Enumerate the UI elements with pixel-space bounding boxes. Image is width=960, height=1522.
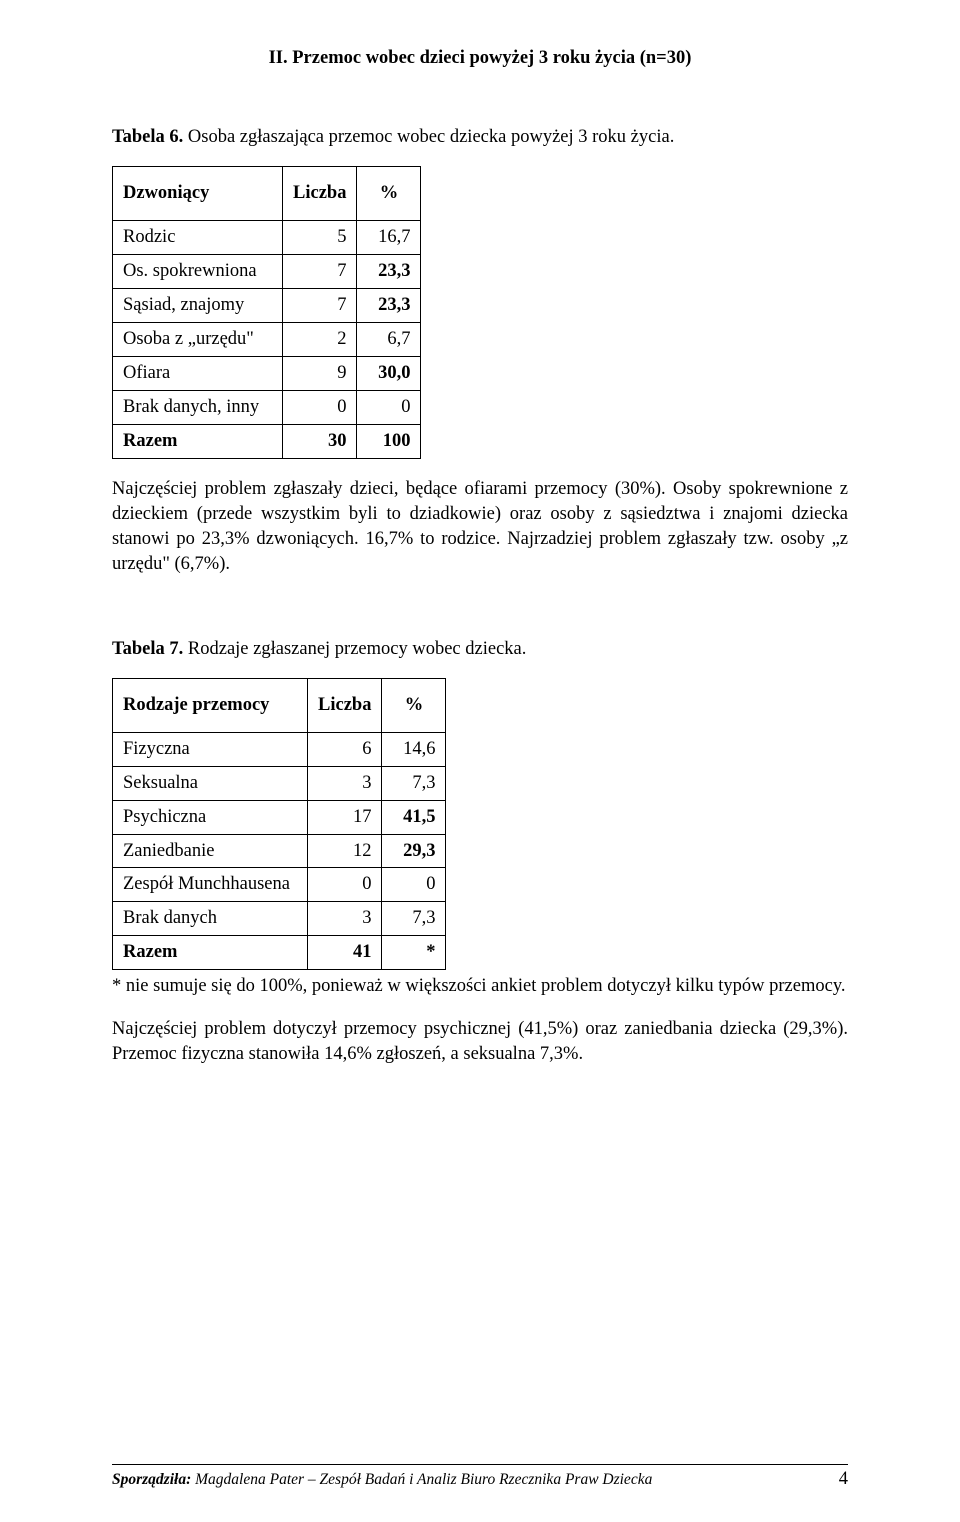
table7-cell-name: Zaniedbanie (113, 834, 308, 868)
table6-cell-count: 7 (283, 254, 357, 288)
table6-caption: Tabela 6. Osoba zgłaszająca przemoc wobe… (112, 127, 848, 148)
table7-header-row: Rodzaje przemocy Liczba % (113, 678, 446, 732)
section-title: II. Przemoc wobec dzieci powyżej 3 roku … (112, 48, 848, 69)
table-row: Seksualna37,3 (113, 766, 446, 800)
table7-cell-count: 3 (308, 766, 382, 800)
table-row: Sąsiad, znajomy723,3 (113, 288, 421, 322)
table-row: Osoba z „urzędu"26,7 (113, 322, 421, 356)
table6-cell-name: Rodzic (113, 220, 283, 254)
table6-cell-pct: 6,7 (357, 322, 421, 356)
table7-total-pct: * (382, 936, 446, 970)
table7-total-count: 41 (308, 936, 382, 970)
table6-h-name: Dzwoniący (113, 167, 283, 221)
footer-credit-text: Magdalena Pater – Zespół Badań i Analiz … (191, 1471, 652, 1488)
table7-caption-label: Tabela 7. (112, 639, 183, 659)
table7-cell-count: 3 (308, 902, 382, 936)
table-row: Zaniedbanie1229,3 (113, 834, 446, 868)
table7-h-count: Liczba (308, 678, 382, 732)
table-row: Brak danych37,3 (113, 902, 446, 936)
table7-h-name: Rodzaje przemocy (113, 678, 308, 732)
table7: Rodzaje przemocy Liczba % Fizyczna614,6S… (112, 678, 446, 971)
table6-cell-count: 2 (283, 322, 357, 356)
paragraph-1: Najczęściej problem zgłaszały dzieci, bę… (112, 477, 848, 577)
table7-cell-count: 6 (308, 732, 382, 766)
table6-caption-label: Tabela 6. (112, 127, 183, 147)
footer-credit-label: Sporządziła: (112, 1471, 191, 1488)
table6-cell-count: 0 (283, 390, 357, 424)
table6-cell-pct: 0 (357, 390, 421, 424)
table7-cell-pct: 29,3 (382, 834, 446, 868)
table6-cell-pct: 23,3 (357, 254, 421, 288)
table6-cell-count: 9 (283, 356, 357, 390)
table6-total-pct: 100 (357, 424, 421, 458)
table7-cell-name: Psychiczna (113, 800, 308, 834)
table7-caption-text: Rodzaje zgłaszanej przemocy wobec dzieck… (183, 639, 526, 659)
table6-cell-count: 7 (283, 288, 357, 322)
table6: Dzwoniący Liczba % Rodzic516,7Os. spokre… (112, 166, 421, 459)
footer: Sporządziła: Magdalena Pater – Zespół Ba… (112, 1464, 848, 1490)
table7-cell-pct: 14,6 (382, 732, 446, 766)
table6-cell-name: Ofiara (113, 356, 283, 390)
table7-total-name: Razem (113, 936, 308, 970)
table-row: Brak danych, inny00 (113, 390, 421, 424)
table7-cell-name: Brak danych (113, 902, 308, 936)
table-row: Zespół Munchhausena00 (113, 868, 446, 902)
table6-cell-pct: 30,0 (357, 356, 421, 390)
page-number: 4 (839, 1469, 848, 1490)
table6-cell-name: Os. spokrewniona (113, 254, 283, 288)
table6-cell-name: Brak danych, inny (113, 390, 283, 424)
table7-cell-count: 17 (308, 800, 382, 834)
table7-footnote: * nie sumuje się do 100%, ponieważ w wię… (112, 974, 848, 999)
table6-caption-text: Osoba zgłaszająca przemoc wobec dziecka … (183, 127, 674, 147)
table7-caption: Tabela 7. Rodzaje zgłaszanej przemocy wo… (112, 639, 848, 660)
table7-cell-pct: 41,5 (382, 800, 446, 834)
table-row: Fizyczna614,6 (113, 732, 446, 766)
table6-cell-pct: 16,7 (357, 220, 421, 254)
page: II. Przemoc wobec dzieci powyżej 3 roku … (0, 0, 960, 1522)
table7-cell-pct: 7,3 (382, 766, 446, 800)
table7-cell-count: 0 (308, 868, 382, 902)
table-total-row: Razem41* (113, 936, 446, 970)
table-row: Os. spokrewniona723,3 (113, 254, 421, 288)
table7-cell-name: Fizyczna (113, 732, 308, 766)
table-row: Psychiczna1741,5 (113, 800, 446, 834)
table6-header-row: Dzwoniący Liczba % (113, 167, 421, 221)
table6-cell-name: Sąsiad, znajomy (113, 288, 283, 322)
table6-h-count: Liczba (283, 167, 357, 221)
table7-cell-pct: 7,3 (382, 902, 446, 936)
table-row: Ofiara930,0 (113, 356, 421, 390)
table6-total-name: Razem (113, 424, 283, 458)
table7-cell-count: 12 (308, 834, 382, 868)
paragraph-2: Najczęściej problem dotyczył przemocy ps… (112, 1017, 848, 1067)
table7-cell-name: Seksualna (113, 766, 308, 800)
table6-h-pct: % (357, 167, 421, 221)
table7-cell-name: Zespół Munchhausena (113, 868, 308, 902)
table-row: Rodzic516,7 (113, 220, 421, 254)
table6-cell-pct: 23,3 (357, 288, 421, 322)
footer-credit: Sporządziła: Magdalena Pater – Zespół Ba… (112, 1471, 652, 1489)
table6-cell-count: 5 (283, 220, 357, 254)
table7-h-pct: % (382, 678, 446, 732)
table-total-row: Razem30100 (113, 424, 421, 458)
table7-cell-pct: 0 (382, 868, 446, 902)
table6-cell-name: Osoba z „urzędu" (113, 322, 283, 356)
table6-total-count: 30 (283, 424, 357, 458)
